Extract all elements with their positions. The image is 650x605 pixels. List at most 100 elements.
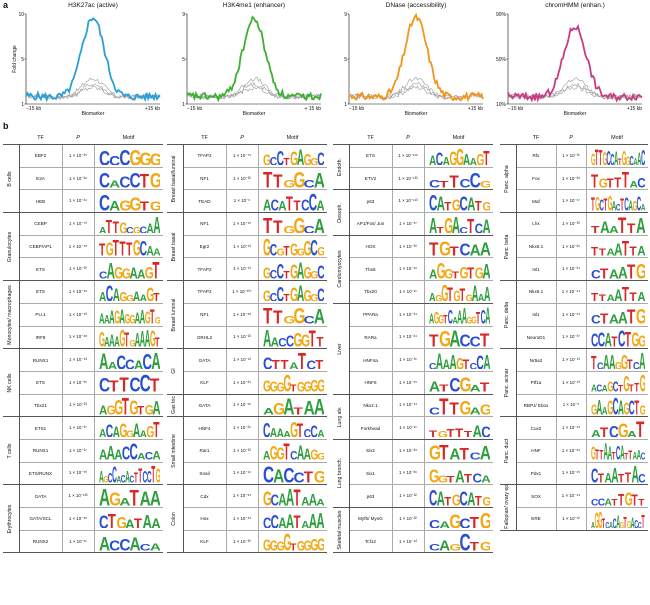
table-row: Tbx21 1 × 10⁻²³ A G G T G T G A [3,394,163,418]
motif-letter: A [301,519,309,528]
motif-letter: T [463,471,471,483]
table-row: TFAP2 1 × 10⁻¹³ G C C T G A G G C [167,257,327,282]
motif-letter: G [429,442,441,460]
tissue-group-label: Colon [170,512,177,526]
motif-letter: A [132,289,139,302]
motif-letter: G [439,238,451,256]
motif-letter: T [126,241,132,256]
motif-letter: G [436,260,445,279]
tf-name: NF1 [183,167,227,191]
motif-letter: A [614,147,618,165]
control-profile-line [186,86,322,100]
motif-letter: G [119,198,131,211]
motif-letter: A [313,169,323,188]
motif-letter: A [614,287,623,301]
motif-letter: A [99,467,104,483]
table-row: Small intestine HNF4 1 × 10⁻²⁶ C A A A G T C C A [167,416,327,486]
motif-letter: A [477,293,484,302]
motif-letter: C [303,178,315,188]
plot-title: H3K27ac (active) [68,2,118,9]
motif-letter: G [449,542,461,551]
motif-cell: CATGCATG [424,189,493,214]
motif-letter: C [99,169,110,188]
motif-letter: T [479,380,489,392]
motif-letter: G [310,269,318,278]
header-p: P [226,131,258,145]
motif-letter: T [283,270,290,278]
p-value: 1 × 10⁻³¹ [556,144,587,168]
motif-letter: C [129,441,137,460]
motif-letter: A [104,335,110,346]
tf-name: Rar1 [183,439,227,463]
motif-table-column-3: TF P Motif Endoth. ETS 1 × 10⁻¹¹⁶ A C A G G A A G T ETV… [333,131,493,554]
motif-logo: ACAGCTGTTG [591,373,645,392]
motif-letter: A [609,267,619,279]
motif-letter: A [153,215,160,234]
header-tf: TF [183,131,226,145]
motif-letter: A [308,492,316,506]
motif-letter: A [296,283,304,302]
motif-letter: C [263,420,271,438]
motif-letter: A [462,150,469,166]
motif-letter: G [317,536,324,551]
motif-letter: T [439,396,449,415]
motif-letter: A [601,406,607,415]
motif-letter: G [119,328,125,347]
motif-letter: G [625,155,630,165]
motif-letter: A [139,429,147,437]
motif-letter: T [598,147,602,165]
motif-letter: C [640,452,644,460]
p-value: 1 × 10⁻¹³ [226,257,259,282]
motif-letter: C [310,237,318,256]
tf-name: Isl1 [516,257,557,282]
motif-letter: G [466,315,472,324]
motif-letter: T [293,197,300,210]
p-value: 1 × 10⁻⁴¹ [556,303,587,327]
motif-letter: A [316,497,324,505]
motif-logo: A GA T A A [99,487,160,506]
tf-name: Pdx1 [516,462,557,486]
p-value: 1 × 10⁻⁶ [226,189,259,214]
profile-plot-svg: chromHMM (enhan.) 90% 50% 10%−15 kb Biomarke… [496,2,643,117]
motif-letter: C [472,471,482,483]
tissue-group-label: Granulocytes [6,231,13,262]
motif-letter: C [99,512,109,528]
p-value: 1 × 10⁻¹³ [556,348,587,372]
motif-letter: T [626,305,635,324]
motif-logo: C A A A GT C C A [429,351,490,370]
motif-letter: A [137,453,146,460]
motif-letter: C [109,538,120,551]
motif-letter: T [112,217,119,233]
p-value: 1 × 10⁻³⁷ [392,212,425,236]
motif-letter: C [469,362,476,370]
motif-letter: A [591,428,601,438]
motif-letter: G [263,487,272,505]
tf-name: p63 [349,484,393,508]
table-row: Breast basal NF1 1 × 10⁻¹⁵ T T G G C A [167,212,327,282]
tf-name: KLF [183,530,227,554]
motif-letter: C [112,464,117,483]
motif-letter: C [597,329,605,347]
motif-letter: C [459,532,470,551]
table-row: ERE 1 × 10⁻¹² A G G T C A C A G T G A C C T [500,507,648,531]
motif-letter: A [481,474,490,483]
tissue-group-label: Cardiomyocytes [336,250,343,288]
motif-letter: A [278,515,286,529]
motif-letter: T [124,329,129,346]
motif-letter: C [637,520,641,528]
tf-name: Forkhead [349,416,393,440]
cell-group: Panc. alpha [500,144,517,214]
motif-letter: G [451,197,460,211]
motif-letter: G [293,331,302,347]
